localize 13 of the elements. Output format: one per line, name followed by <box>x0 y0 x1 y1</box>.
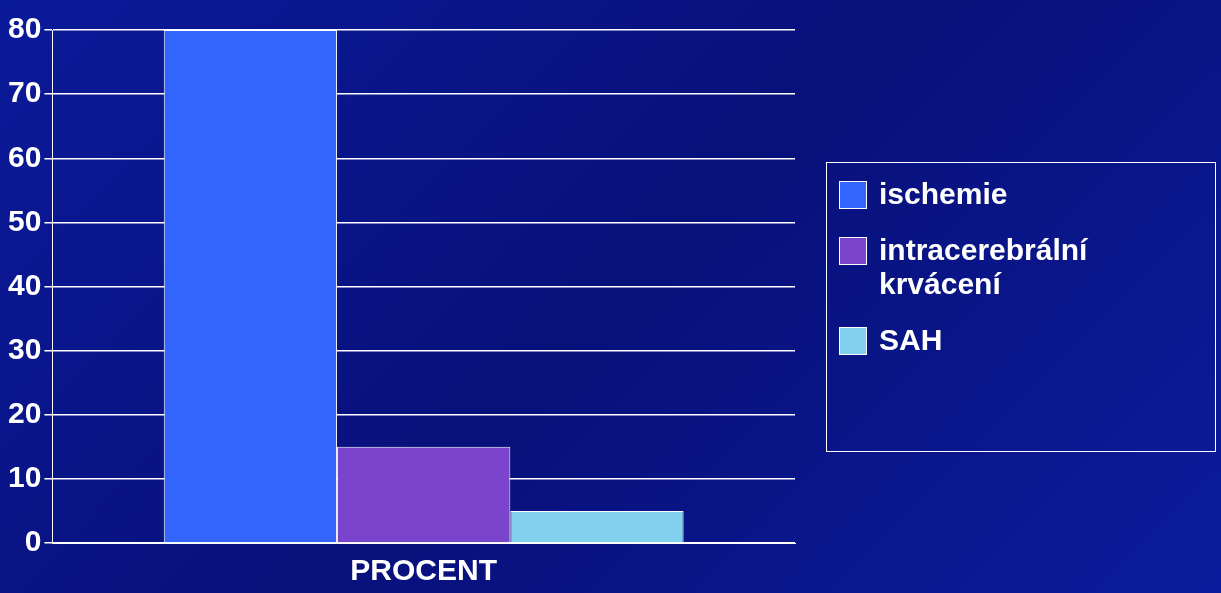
legend-label: SAH <box>879 323 943 357</box>
y-tick-label: 20 <box>7 396 42 430</box>
y-tick-label: 40 <box>7 267 42 301</box>
legend-label: intracerebrální krvácení <box>879 233 1089 301</box>
x-tick-label: PROCENT <box>350 553 498 587</box>
y-tick-label: 60 <box>7 139 42 173</box>
y-tick-label: 30 <box>7 331 42 365</box>
text: ischemie <box>879 177 1008 211</box>
y-tick-label: 70 <box>7 75 42 109</box>
y-tick-label: 80 <box>7 11 42 45</box>
y-tick-label: 50 <box>7 203 42 237</box>
y-tick-label: 0 <box>24 524 42 558</box>
y-tick-label: 10 <box>7 460 42 494</box>
